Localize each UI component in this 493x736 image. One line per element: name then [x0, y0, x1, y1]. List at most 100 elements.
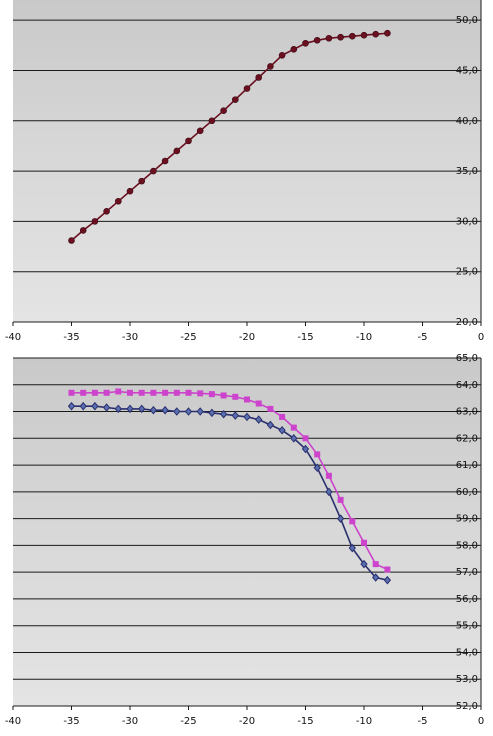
data-point	[185, 389, 192, 396]
data-point	[384, 566, 391, 573]
x-tick-label: -20	[239, 332, 255, 343]
data-point	[231, 411, 239, 420]
data-point	[126, 187, 134, 195]
data-point	[196, 127, 204, 135]
data-point	[255, 415, 263, 424]
y-tick-label: 65,0	[456, 353, 478, 364]
data-point	[349, 518, 356, 525]
data-point	[383, 575, 392, 585]
x-tick-label: -30	[122, 332, 138, 343]
data-point	[173, 407, 181, 416]
data-point	[208, 117, 216, 125]
data-point	[372, 30, 380, 38]
data-point	[278, 52, 286, 59]
data-point	[208, 391, 215, 398]
x-tick-label: -25	[180, 332, 196, 343]
data-point	[127, 389, 133, 396]
x-tick-label: -40	[5, 332, 21, 343]
x-tick-label: -5	[418, 716, 428, 727]
y-tick-label: 59,0	[456, 514, 478, 525]
y-tick-label: 58,0	[456, 540, 478, 551]
data-point	[361, 539, 367, 546]
y-tick-label: 62,0	[456, 433, 478, 444]
data-point	[267, 405, 274, 412]
data-point	[68, 389, 75, 396]
data-point	[243, 412, 251, 422]
y-tick-label: 55,0	[456, 621, 478, 632]
data-point	[115, 197, 122, 205]
y-tick-label: 54,0	[456, 647, 478, 658]
data-point	[301, 444, 310, 454]
data-point	[185, 137, 192, 145]
data-point	[79, 227, 87, 234]
data-point	[337, 496, 344, 503]
data-point	[184, 407, 193, 416]
data-point	[103, 389, 110, 396]
data-point	[103, 208, 110, 215]
y-tick-label: 45,0	[456, 65, 478, 76]
data-point	[325, 34, 333, 42]
y-tick-label: 60,0	[456, 487, 478, 498]
data-point	[232, 96, 239, 103]
data-point	[302, 39, 309, 47]
data-point	[91, 401, 99, 411]
data-point	[149, 405, 158, 415]
y-tick-label: 40,0	[456, 116, 478, 127]
x-tick-label: -10	[356, 716, 372, 727]
data-point	[232, 393, 239, 400]
data-point	[255, 400, 262, 407]
data-point	[290, 434, 298, 443]
y-tick-label: 57,0	[456, 567, 478, 578]
data-point	[314, 451, 321, 458]
data-point	[243, 85, 251, 92]
data-point	[336, 514, 345, 523]
data-point	[208, 408, 216, 418]
x-tick-label: -35	[63, 332, 79, 343]
data-point	[219, 409, 228, 419]
data-point	[220, 392, 227, 399]
data-point	[267, 63, 274, 70]
y-tick-label: 56,0	[456, 594, 478, 605]
data-point	[161, 157, 169, 165]
chart-top: 20,025,030,035,040,045,050,0-40 -35 -30 -25…	[5, 0, 484, 343]
data-point	[138, 177, 145, 185]
y-tick-label: 25,0	[456, 267, 478, 278]
data-point	[102, 403, 111, 412]
data-point	[114, 404, 122, 414]
y-tick-label: 53,0	[456, 674, 478, 685]
data-point	[244, 396, 250, 403]
data-point	[67, 401, 76, 411]
data-point	[337, 33, 344, 41]
plot-area	[13, 0, 481, 322]
x-tick-label: -40	[5, 716, 21, 727]
series-line-1	[71, 405, 388, 581]
data-point	[360, 31, 368, 39]
x-tick-label: -35	[63, 716, 79, 727]
data-point	[384, 29, 391, 37]
x-tick-label: -30	[122, 716, 138, 727]
data-point	[220, 107, 227, 114]
data-point	[68, 237, 75, 244]
y-tick-label: 61,0	[456, 460, 478, 471]
y-tick-label: 35,0	[456, 166, 478, 177]
data-point	[372, 573, 380, 582]
y-tick-label: 50,0	[456, 15, 478, 26]
data-point	[115, 388, 122, 395]
x-tick-label: 0	[478, 716, 484, 727]
data-point	[290, 46, 298, 53]
x-tick-label: -15	[297, 716, 313, 727]
data-point	[372, 561, 379, 568]
x-tick-label: 0	[478, 332, 484, 343]
chart-bottom: 52,053,054,055,056,057,058,059,060,061,0…	[5, 353, 484, 727]
x-tick-label: -5	[418, 332, 428, 343]
data-point	[302, 435, 309, 442]
data-point	[196, 407, 204, 416]
data-point	[313, 463, 321, 473]
data-point	[91, 389, 98, 396]
data-point	[313, 36, 321, 44]
y-tick-label: 30,0	[456, 216, 478, 227]
data-point	[138, 404, 146, 414]
x-tick-label: -20	[239, 716, 255, 727]
data-point	[360, 559, 368, 569]
